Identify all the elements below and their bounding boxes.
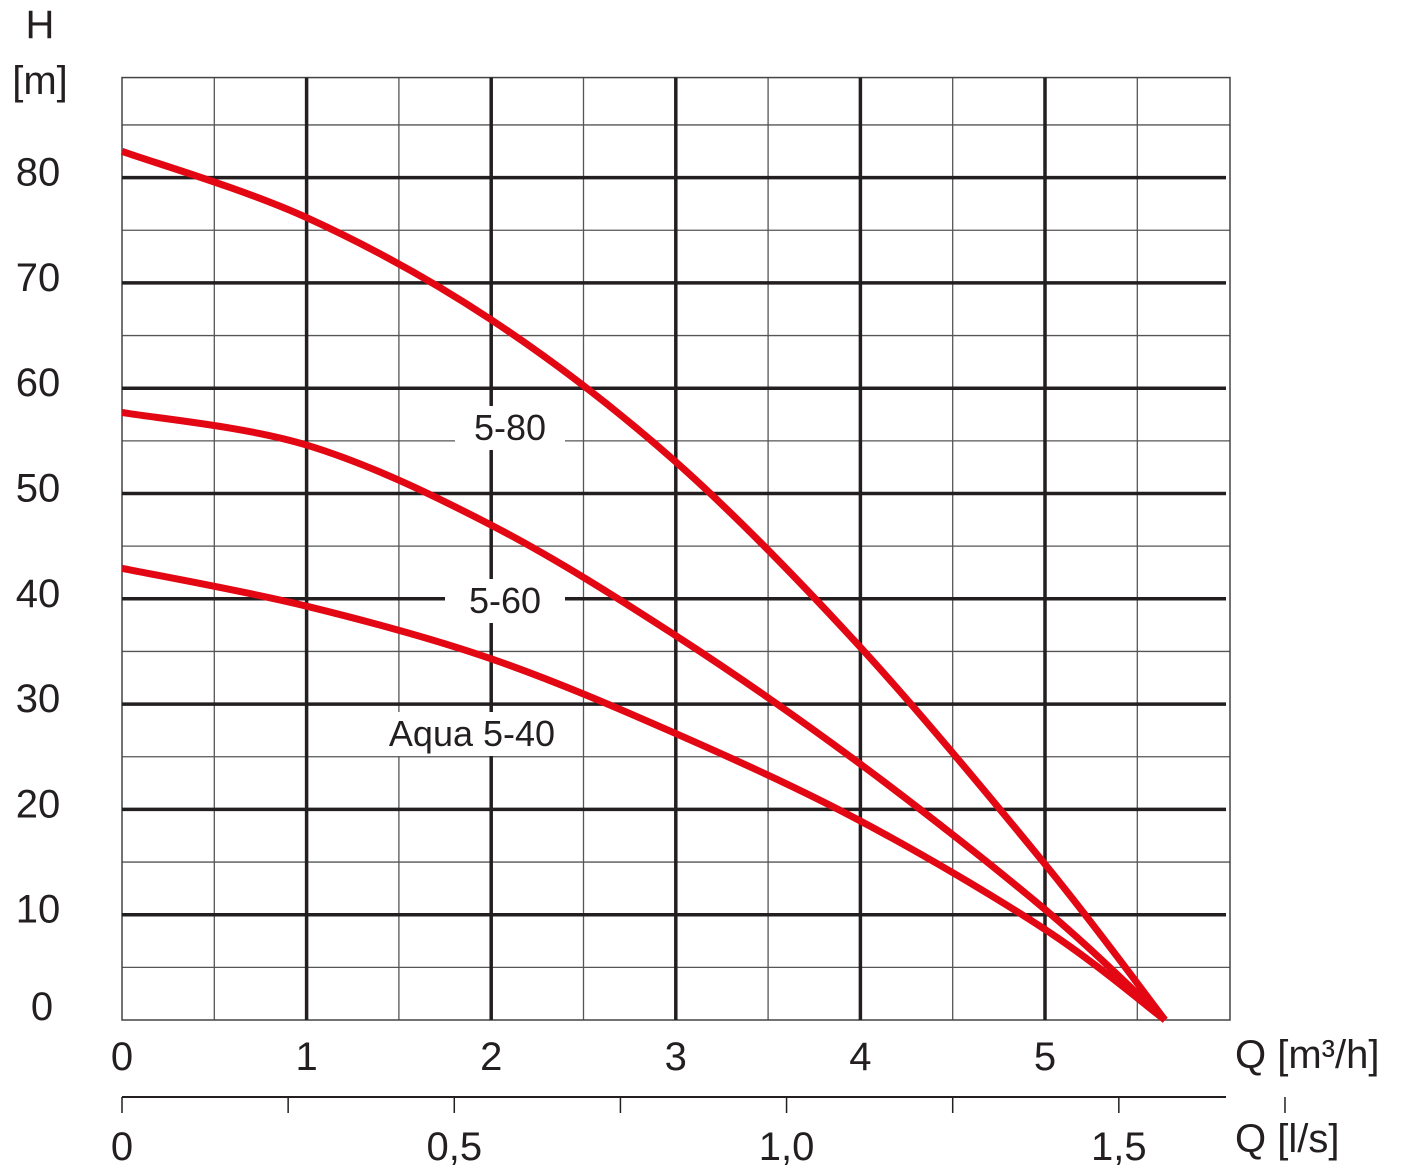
x-axis-label: Q [m³/h] <box>1235 1033 1379 1077</box>
series-label-bg <box>372 712 572 756</box>
series-line-2 <box>121 564 1168 1023</box>
x2-tick-label: 0 <box>111 1125 133 1169</box>
curve-labels: 5-80 5-60 Aqua 5-40 <box>372 406 572 756</box>
y-tick-label: 70 <box>16 256 61 300</box>
x2-tick-label: 1,0 <box>759 1125 815 1169</box>
x-tick-label: 2 <box>480 1035 502 1079</box>
series-label: Aqua 5-40 <box>389 713 555 754</box>
x-tick-label: 0 <box>111 1035 133 1079</box>
series-label: 5-60 <box>469 580 541 621</box>
y-axis-unit: [m] <box>12 59 68 103</box>
y-tick-label: 20 <box>16 782 61 826</box>
y-tick-label: 40 <box>16 572 61 616</box>
series-label: 5-80 <box>474 407 546 448</box>
x2-axis-label: Q [l/s] <box>1235 1117 1339 1161</box>
y-axis-label: H <box>26 3 55 47</box>
x-tick-label: 1 <box>295 1035 317 1079</box>
y-tick-label: 10 <box>16 888 61 932</box>
y-tick-label: 50 <box>16 467 61 511</box>
x2-tick-label: 1,5 <box>1091 1125 1147 1169</box>
curves <box>120 147 1168 1023</box>
y-tick-label: 80 <box>16 151 61 195</box>
x-tick-label: 4 <box>849 1035 871 1079</box>
y-tick-label: 0 <box>31 985 53 1029</box>
x-tick-label: 5 <box>1034 1035 1056 1079</box>
series-label-bg <box>455 406 565 450</box>
x-tick-label: 3 <box>665 1035 687 1079</box>
grid <box>121 76 1286 1113</box>
series-line-0 <box>120 147 1168 1023</box>
series-line-1 <box>121 408 1168 1023</box>
series-label-bg <box>445 579 565 623</box>
x2-tick-label: 0,5 <box>426 1125 482 1169</box>
y-tick-label: 30 <box>16 677 61 721</box>
y-tick-label: 60 <box>16 361 61 405</box>
